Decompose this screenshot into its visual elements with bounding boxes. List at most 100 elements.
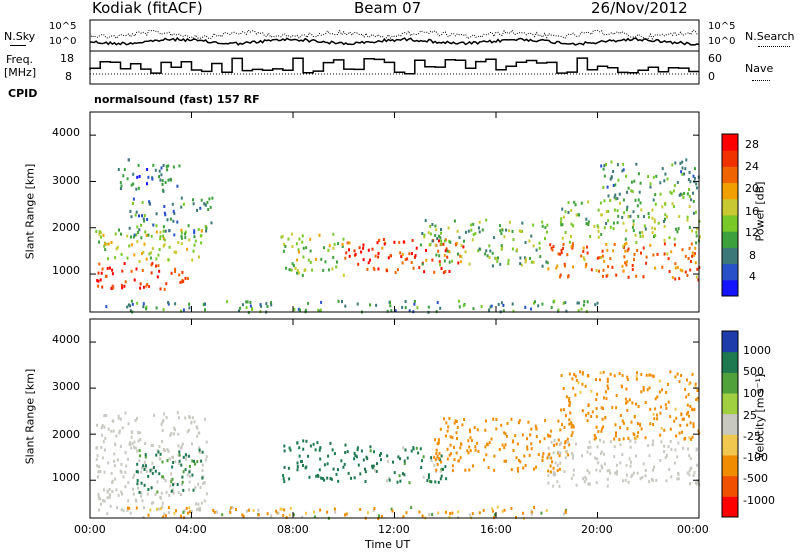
velocity-cell — [340, 459, 343, 463]
velocity-cell — [517, 421, 520, 425]
power-cell — [117, 168, 120, 171]
power-cell — [411, 239, 414, 242]
power-cell — [142, 250, 145, 254]
power-cell — [142, 285, 145, 289]
velocity-cell — [529, 433, 532, 437]
power-cell — [632, 229, 635, 233]
velocity-cell — [161, 505, 164, 509]
velocity-cell — [102, 440, 105, 444]
velocity-cell — [124, 451, 127, 455]
velocity-cell — [553, 473, 556, 477]
velocity-cell — [354, 454, 357, 457]
power-cell — [95, 230, 98, 233]
power-cell — [302, 246, 305, 250]
power-cell — [695, 182, 698, 186]
power-cell — [155, 230, 158, 234]
velocity-cell — [476, 428, 479, 432]
velocity-cell — [653, 465, 656, 469]
time-xtick: 08:00 — [277, 523, 309, 536]
power-cell — [416, 306, 419, 310]
velocity-cell — [451, 511, 454, 515]
velocity-cell — [319, 446, 322, 450]
power-cell — [519, 229, 522, 233]
velocity-cell — [552, 470, 555, 474]
time-xtick: 00:00 — [677, 523, 709, 536]
velocity-cell — [180, 463, 183, 467]
velocity-cell — [332, 467, 335, 471]
velocity-cell — [584, 476, 587, 479]
velocity-cell — [197, 431, 200, 435]
velocity-cell — [103, 448, 106, 452]
power-cell — [344, 304, 347, 308]
power-cell — [296, 268, 299, 272]
power-cell — [477, 249, 480, 253]
power-cell — [429, 232, 432, 236]
velocity-cell — [289, 507, 292, 510]
velocity-cell — [550, 440, 553, 444]
power-cell — [135, 233, 138, 237]
velocity-cell — [197, 508, 200, 512]
velocity-cell — [131, 442, 134, 446]
velocity-cell — [108, 488, 111, 491]
velocity-cell — [574, 374, 577, 378]
velocity-cell — [659, 459, 662, 462]
velocity-cell — [296, 465, 299, 469]
velocity-cell — [172, 432, 175, 436]
power-cell — [630, 180, 633, 184]
velocity-colorbar-segment — [722, 351, 738, 373]
power-colorbar-segment — [722, 150, 738, 167]
power-cell — [599, 201, 602, 205]
velocity-cell — [570, 434, 573, 437]
velocity-cell — [436, 455, 439, 458]
power-colorbar-segment — [722, 166, 738, 184]
velocity-cell — [444, 434, 447, 438]
power-cell — [631, 190, 634, 193]
power-cell — [266, 305, 269, 308]
velocity-cell — [453, 458, 456, 462]
velocity-cell — [556, 480, 559, 484]
velocity-cell — [106, 496, 109, 500]
power-cell — [546, 223, 549, 227]
velocity-cell — [119, 469, 122, 473]
velocity-cell — [163, 477, 166, 480]
velocity-cell — [445, 477, 448, 481]
velocity-cell — [568, 404, 571, 408]
velocity-cell — [622, 437, 625, 441]
power-cell — [546, 261, 549, 265]
velocity-cell — [402, 515, 405, 519]
velocity-cell — [663, 450, 666, 453]
power-cell — [259, 303, 262, 307]
velocity-cell — [586, 450, 589, 454]
velocity-cell — [562, 408, 565, 412]
velocity-cell — [141, 466, 143, 470]
power-cell — [180, 236, 183, 240]
velocity-cell — [143, 460, 146, 464]
power-cell — [436, 237, 439, 241]
velocity-cell — [451, 436, 454, 440]
power-cell — [404, 258, 407, 261]
power-cell — [587, 223, 590, 227]
velocity-cell — [615, 406, 618, 410]
power-cell — [695, 275, 698, 279]
power-cell — [619, 201, 622, 205]
power-cell — [609, 225, 612, 229]
velocity-cell — [597, 430, 600, 434]
nave-label: Nave — [745, 62, 774, 75]
velocity-cell — [484, 428, 487, 432]
velocity-cell — [625, 463, 628, 467]
power-cell — [559, 252, 562, 256]
velocity-cell — [126, 508, 129, 512]
velocity-cell — [213, 510, 216, 514]
power-cell — [459, 254, 462, 258]
velocity-cell — [675, 434, 678, 438]
velocity-cell — [102, 499, 105, 503]
power-cell — [614, 183, 617, 187]
noise-search-legend-line — [758, 46, 790, 47]
velocity-cell — [350, 476, 352, 480]
power-cell — [448, 250, 451, 254]
power-cell — [653, 220, 656, 224]
velocity-cell — [186, 511, 189, 515]
velocity-cell — [275, 509, 278, 513]
power-cell — [661, 205, 664, 209]
velocity-cell — [127, 499, 130, 503]
